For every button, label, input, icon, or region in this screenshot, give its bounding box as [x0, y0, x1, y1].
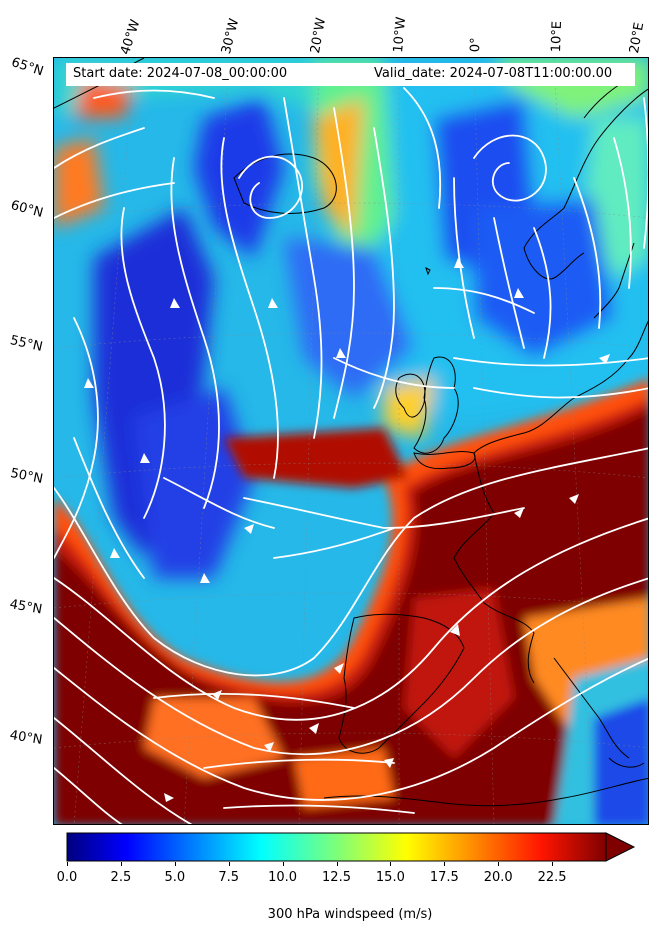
colorbar-tick-label: 15.0: [375, 870, 405, 885]
date-info-box: Start date: 2024-07-08_00:00:00 Valid_da…: [66, 63, 635, 86]
colorbar-tick-label: 10.0: [268, 870, 298, 885]
lon-label-10e: 10°E: [549, 20, 566, 53]
colorbar-extend-arrow: [605, 832, 636, 862]
lat-label-55n: 55°N: [8, 333, 44, 355]
lon-label-0: 0°: [468, 37, 484, 53]
colorbar-tick-label: 5.0: [164, 870, 186, 885]
lon-label-20w: 20°W: [308, 16, 330, 55]
map-panel: [53, 57, 649, 825]
valid-date-text: Valid_date: 2024-07-08T11:00:00.00: [374, 66, 613, 81]
lat-label-60n: 60°N: [9, 198, 45, 221]
streamline-arrows: [84, 258, 610, 802]
lon-label-40w: 40°W: [118, 17, 144, 57]
colorbar-tick-label: 7.5: [218, 870, 240, 885]
windspeed-map: [54, 58, 648, 824]
colorbar-tick-mark: [552, 862, 554, 866]
colorbar-label: 300 hPa windspeed (m/s): [267, 907, 433, 922]
colorbar-tick-label: 0.0: [56, 870, 78, 885]
colorbar-tick-mark: [67, 862, 68, 866]
colorbar-tick-mark: [390, 862, 392, 866]
colorbar-tick-mark: [228, 862, 230, 866]
lat-label-40n: 40°N: [8, 728, 44, 748]
colorbar-tick-label: 2.5: [110, 870, 132, 885]
colorbar-tick-mark: [336, 862, 338, 866]
graticule: [54, 58, 648, 824]
colorbar-tick-label: 22.5: [537, 870, 567, 885]
colorbar-gradient: [66, 832, 607, 862]
colorbar: [66, 832, 636, 862]
colorbar-tick-mark: [120, 862, 122, 866]
lon-label-10w: 10°W: [391, 16, 410, 54]
lat-label-45n: 45°N: [8, 597, 44, 618]
lat-label-50n: 50°N: [9, 466, 45, 487]
colorbar-tick-mark: [282, 862, 284, 866]
colorbar-tick-mark: [498, 862, 500, 866]
colorbar-tick-label: 12.5: [322, 870, 351, 885]
start-date-text: Start date: 2024-07-08_00:00:00: [73, 66, 288, 81]
colorbar-tick-mark: [174, 862, 176, 866]
colorbar-tick-label: 20.0: [483, 870, 513, 885]
colorbar-tick-label: 17.5: [429, 870, 459, 885]
lat-label-65n: 65°N: [9, 55, 46, 80]
colorbar-tick-mark: [444, 862, 446, 866]
lon-label-20e: 20°E: [627, 21, 648, 55]
lon-label-30w: 30°W: [219, 17, 243, 56]
